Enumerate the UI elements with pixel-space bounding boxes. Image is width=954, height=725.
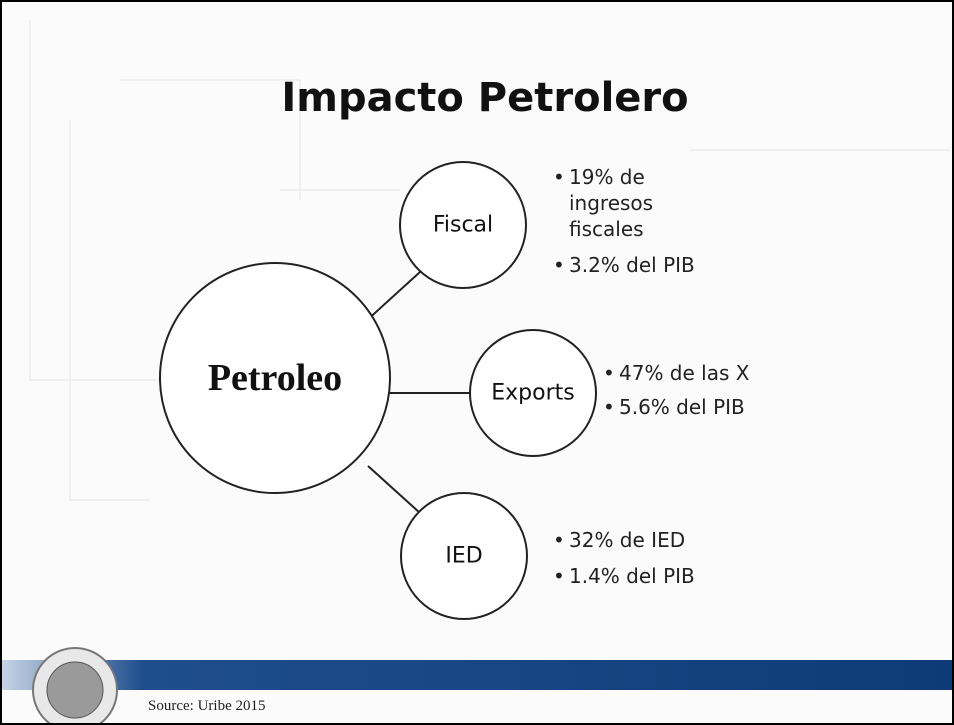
node-label: IED bbox=[445, 543, 483, 569]
node-label: Exports bbox=[491, 380, 575, 406]
bullet: 3.2% del PIB bbox=[553, 252, 713, 278]
node bbox=[400, 492, 528, 620]
node bbox=[469, 329, 597, 457]
bullet-list: 47% de las X 5.6% del PIB bbox=[603, 360, 803, 430]
source: Source: Uribe 2015 bbox=[148, 698, 266, 714]
background-lines bbox=[29, 20, 950, 501]
bullet-list: 32% de IED 1.4% del PIB bbox=[553, 527, 753, 599]
bullet: 19% de ingresos fiscales bbox=[553, 164, 687, 242]
logo-inner bbox=[46, 661, 104, 719]
node-label: Fiscal bbox=[432, 212, 494, 238]
footer-bar bbox=[0, 660, 954, 690]
bullet: 5.6% del PIB bbox=[603, 394, 803, 420]
center-node bbox=[159, 262, 391, 494]
node bbox=[399, 161, 527, 289]
bullet: 32% de IED bbox=[553, 527, 753, 553]
bullet-list: 19% de ingresos fiscales 3.2% del PIB bbox=[553, 164, 713, 288]
title: Impacto Petrolero bbox=[281, 75, 689, 121]
connector bbox=[364, 271, 421, 323]
bullet: 47% de las X bbox=[603, 360, 803, 386]
center-label: Petroleo bbox=[207, 357, 343, 399]
bullet: 1.4% del PIB bbox=[553, 563, 753, 589]
connector bbox=[367, 465, 421, 514]
